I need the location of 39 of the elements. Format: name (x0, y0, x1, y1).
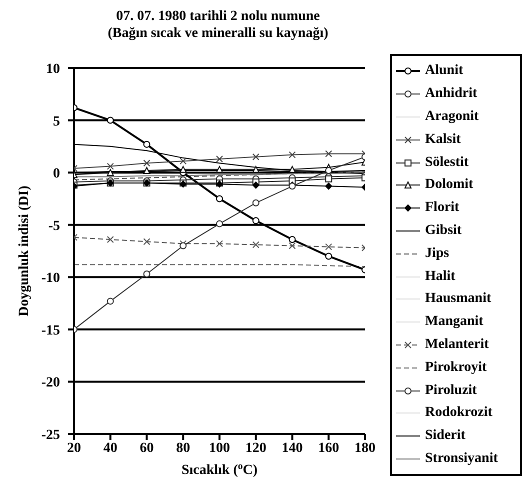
y-tick-label: 5 (53, 114, 60, 130)
x-tick-label: 100 (209, 440, 230, 456)
x-tick-label: 80 (176, 440, 190, 456)
y-tick-label: -15 (41, 323, 60, 338)
legend-label: Melanterit (425, 336, 489, 353)
legend-label: Manganit (425, 314, 484, 330)
legend-label: Pirokroyit (425, 360, 487, 376)
y-tick-label: 0 (53, 166, 60, 182)
chart-title: 07. 07. 1980 tarihli 2 nolu numune (115, 8, 321, 25)
legend-label: Aragonit (425, 108, 479, 125)
x-tick-label: 60 (140, 440, 154, 456)
legend-label: Florit (425, 200, 460, 216)
x-tick-label: 140 (282, 440, 303, 456)
x-tick-label: 120 (245, 440, 266, 456)
y-tick-label: -10 (41, 271, 60, 286)
x-axis-title: Sıcaklık ($^{o}$C) (181, 460, 258, 478)
legend-label: Siderit (425, 428, 466, 444)
legend-label: Halit (425, 268, 456, 285)
y-tick-label: -20 (41, 376, 60, 391)
legend-label: Kalsit (425, 132, 461, 148)
legend-label: Anhidrit (425, 86, 478, 102)
y-axis-title: Doygunluk indisi (DI) (17, 185, 32, 316)
legend-label: Jips (425, 246, 450, 262)
legend-label: Stronsiyanit (425, 450, 498, 467)
chart-subtitle: (Bağın sıcak ve mineralli su kaynağı) (106, 25, 330, 42)
y-tick-label: -25 (41, 428, 60, 443)
x-tick-label: 180 (354, 440, 376, 456)
y-tick-label: -5 (48, 218, 60, 234)
legend-label: Gibsit (425, 222, 462, 239)
y-tick-label: 10 (46, 62, 60, 77)
legend-label: Alunit (425, 63, 464, 80)
x-tick-label: 40 (103, 440, 118, 456)
legend-label: Hausmanit (425, 291, 492, 308)
legend-label: Dolomit (425, 177, 474, 194)
legend-label: Sölestit (425, 154, 469, 171)
x-tick-label: 20 (67, 440, 81, 456)
legend-label: Piroluzit (425, 382, 477, 399)
x-tick-label: 160 (318, 440, 340, 456)
legend-label: Rodokrozit (425, 405, 492, 422)
